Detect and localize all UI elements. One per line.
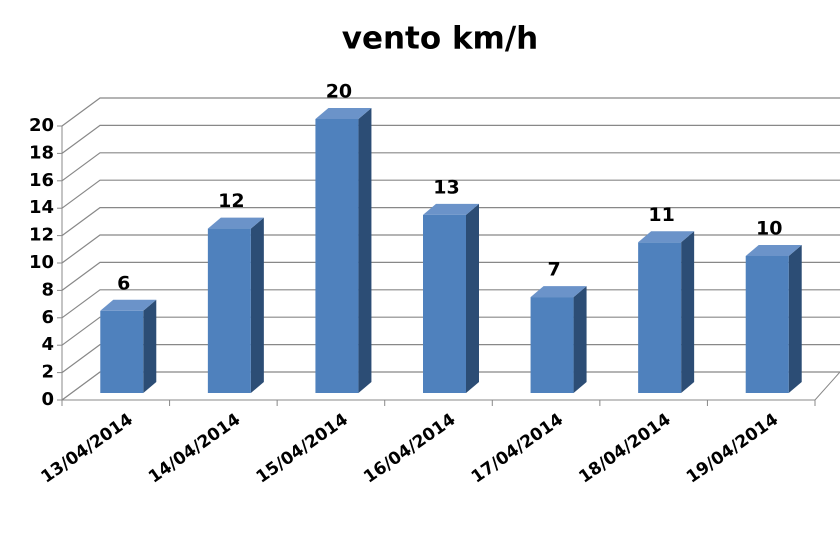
- y-tick-label: 20: [29, 115, 54, 136]
- y-tick-label: 0: [41, 389, 54, 410]
- y-tick-label: 4: [41, 334, 54, 355]
- bar-top: [638, 231, 695, 243]
- bar-side: [788, 245, 802, 393]
- value-label: 7: [547, 259, 560, 281]
- grid-line: [61, 261, 840, 291]
- bar-side: [250, 217, 264, 393]
- value-label: 10: [756, 218, 782, 240]
- y-tick-label: 2: [41, 362, 54, 383]
- y-tick-label: 8: [41, 279, 54, 300]
- bar-front: [423, 214, 466, 393]
- value-label: 20: [326, 81, 352, 103]
- bar: [207, 217, 264, 393]
- grid-line: [61, 234, 840, 264]
- x-tick-label: 13/04/2014: [37, 410, 136, 488]
- bar-front: [315, 119, 359, 393]
- bar-side: [358, 108, 372, 393]
- bar: [745, 245, 802, 393]
- x-tick-label: 16/04/2014: [360, 410, 459, 488]
- bar: [423, 203, 479, 393]
- y-tick-label: 18: [29, 142, 54, 163]
- value-label: 13: [433, 176, 459, 198]
- grid-line: [61, 124, 840, 154]
- y-tick-label: 12: [29, 225, 54, 246]
- value-label: 11: [648, 204, 674, 226]
- bar-top: [530, 286, 587, 298]
- grid-line: [61, 289, 840, 319]
- bar-side: [681, 231, 695, 393]
- y-tick-label: 6: [41, 307, 54, 328]
- bar-top: [423, 203, 479, 215]
- bar-front: [100, 310, 144, 393]
- value-label: 6: [117, 272, 130, 294]
- bar-front: [745, 256, 789, 393]
- y-tick-label: 10: [29, 252, 54, 273]
- grid-line: [61, 344, 840, 374]
- grid-line: [61, 207, 840, 237]
- bar: [100, 299, 157, 393]
- grid-line: [61, 371, 840, 401]
- y-tick-label: 14: [29, 197, 54, 218]
- grid-line: [61, 179, 840, 209]
- bar-side: [143, 299, 157, 393]
- value-label: 12: [218, 190, 244, 212]
- bar-top: [315, 108, 372, 119]
- bar-top: [207, 217, 264, 229]
- x-tick-label: 19/04/2014: [683, 410, 782, 488]
- bar-front: [530, 297, 574, 393]
- x-tick-label: 14/04/2014: [145, 410, 244, 488]
- x-tick-label: 15/04/2014: [253, 410, 352, 488]
- grid-line: [61, 97, 840, 127]
- bar-front: [638, 242, 682, 393]
- bar: [315, 108, 372, 393]
- x-tick-label: 18/04/2014: [575, 410, 674, 488]
- x-tick-label: 17/04/2014: [468, 410, 567, 488]
- chart-title: vento km/h: [342, 21, 539, 57]
- bar-side: [466, 203, 479, 393]
- bar: [638, 231, 695, 393]
- bar-side: [573, 286, 587, 393]
- bar-top: [100, 299, 157, 311]
- bar-top: [745, 245, 802, 256]
- bar-front: [207, 228, 251, 393]
- grid-line: [61, 152, 840, 182]
- y-tick-label: 16: [29, 170, 54, 191]
- grid-line: [61, 316, 840, 346]
- bar: [530, 286, 587, 393]
